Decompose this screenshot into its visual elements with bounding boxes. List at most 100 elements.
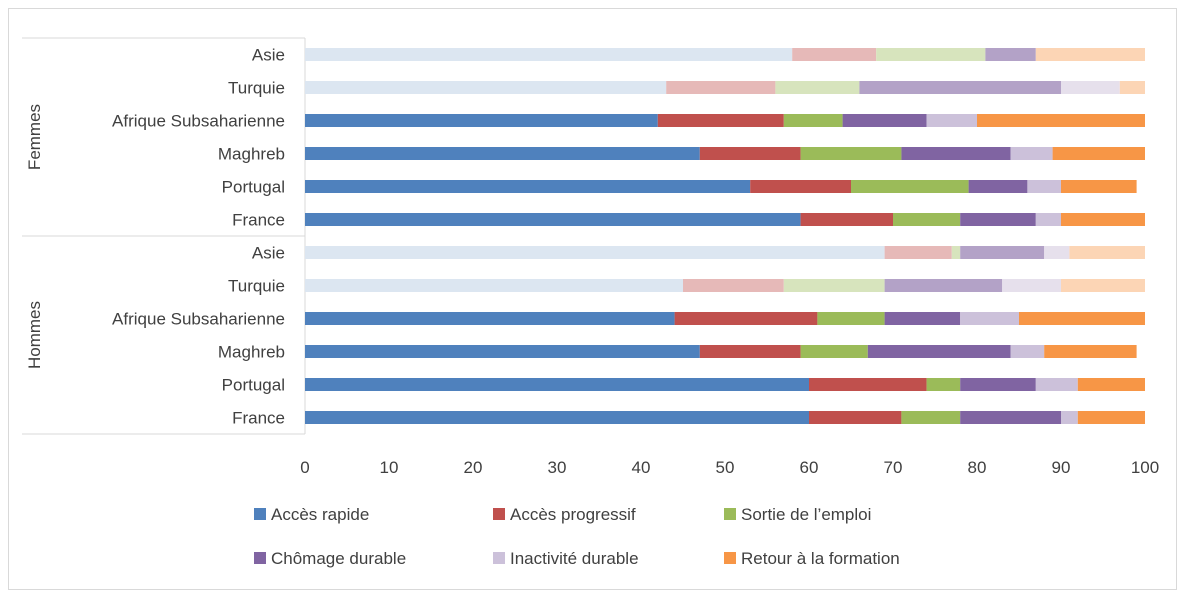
category-label-hommes-afrique-subsaharienne: Afrique Subsaharienne [112,310,285,329]
bar-femmes-afrique-subsaharienne-acces-rapide [305,114,658,127]
x-tick-label-20: 20 [464,458,483,477]
bar-hommes-france-acces-progressif [809,411,902,424]
bar-hommes-maghreb-retour-a-la-formation [1044,345,1137,358]
bar-femmes-maghreb-acces-progressif [699,147,801,160]
group-label-femmes: Femmes [25,104,44,170]
legend-label-inactivite-durable: Inactivité durable [510,549,639,568]
bar-hommes-france-sortie-de-l-emploi [901,411,961,424]
legend-swatch-inactivite-durable [493,552,505,564]
bar-femmes-asie-chomage-durable [985,48,1036,61]
bar-femmes-afrique-subsaharienne-chomage-durable [842,114,927,127]
bar-hommes-portugal-retour-a-la-formation [1077,378,1145,391]
bar-hommes-france-chomage-durable [960,411,1061,424]
bar-hommes-afrique-subsaharienne-acces-rapide [305,312,675,325]
bar-hommes-maghreb-acces-rapide [305,345,700,358]
x-tick-label-80: 80 [968,458,987,477]
bar-femmes-afrique-subsaharienne-sortie-de-l-emploi [783,114,843,127]
legend-label-acces-rapide: Accès rapide [271,505,369,524]
bar-femmes-turquie-acces-progressif [666,81,776,94]
bar-hommes-france-acces-rapide [305,411,809,424]
bar-hommes-portugal-acces-progressif [809,378,927,391]
x-tick-label-90: 90 [1052,458,1071,477]
bar-hommes-maghreb-chomage-durable [867,345,1011,358]
bar-hommes-portugal-acces-rapide [305,378,809,391]
category-label-femmes-asie: Asie [252,46,285,65]
x-tick-label-50: 50 [716,458,735,477]
bar-hommes-turquie-chomage-durable [884,279,1003,292]
bar-hommes-afrique-subsaharienne-inactivite-durable [960,312,1019,325]
bar-hommes-turquie-sortie-de-l-emploi [783,279,885,292]
legend-swatch-acces-rapide [254,508,266,520]
category-label-hommes-portugal: Portugal [222,376,285,395]
bar-femmes-afrique-subsaharienne-inactivite-durable [926,114,977,127]
bar-femmes-turquie-sortie-de-l-emploi [775,81,860,94]
legend-label-chomage-durable: Chômage durable [271,549,406,568]
group-label-hommes: Hommes [25,301,44,369]
bar-femmes-portugal-acces-rapide [305,180,751,193]
bar-hommes-maghreb-sortie-de-l-emploi [800,345,868,358]
chart-frame [8,8,1177,590]
bar-hommes-france-retour-a-la-formation [1077,411,1145,424]
legend-label-acces-progressif: Accès progressif [510,505,636,524]
bar-hommes-maghreb-inactivite-durable [1010,345,1045,358]
bar-hommes-portugal-inactivite-durable [1035,378,1078,391]
bar-femmes-maghreb-sortie-de-l-emploi [800,147,902,160]
bar-femmes-afrique-subsaharienne-retour-a-la-formation [977,114,1145,127]
legend-swatch-retour-a-la-formation [724,552,736,564]
bar-femmes-france-chomage-durable [960,213,1036,226]
bar-hommes-afrique-subsaharienne-sortie-de-l-emploi [817,312,885,325]
bar-femmes-turquie-acces-rapide [305,81,667,94]
bar-femmes-france-acces-progressif [800,213,893,226]
bar-femmes-france-sortie-de-l-emploi [893,213,961,226]
bar-femmes-portugal-chomage-durable [968,180,1028,193]
bar-femmes-maghreb-retour-a-la-formation [1052,147,1145,160]
bar-femmes-afrique-subsaharienne-acces-progressif [657,114,784,127]
category-label-hommes-turquie: Turquie [228,277,285,296]
bar-femmes-turquie-retour-a-la-formation [1119,81,1145,94]
bar-femmes-maghreb-inactivite-durable [1010,147,1053,160]
x-tick-label-30: 30 [548,458,567,477]
bar-femmes-portugal-acces-progressif [750,180,851,193]
x-tick-label-40: 40 [632,458,651,477]
bar-hommes-portugal-chomage-durable [960,378,1036,391]
bar-hommes-turquie-acces-progressif [683,279,784,292]
x-tick-label-70: 70 [884,458,903,477]
bar-hommes-portugal-sortie-de-l-emploi [926,378,961,391]
bar-femmes-asie-acces-rapide [305,48,793,61]
legend-label-retour-a-la-formation: Retour à la formation [741,549,900,568]
bar-hommes-asie-inactivite-durable [1044,246,1070,259]
bar-hommes-afrique-subsaharienne-retour-a-la-formation [1019,312,1145,325]
bar-hommes-turquie-inactivite-durable [1002,279,1061,292]
category-label-hommes-maghreb: Maghreb [218,343,285,362]
category-label-femmes-turquie: Turquie [228,79,285,98]
category-label-femmes-maghreb: Maghreb [218,145,285,164]
bar-hommes-afrique-subsaharienne-acces-progressif [674,312,818,325]
bar-hommes-afrique-subsaharienne-chomage-durable [884,312,961,325]
legend-swatch-sortie-de-l-emploi [724,508,736,520]
bar-femmes-portugal-inactivite-durable [1027,180,1061,193]
bar-femmes-france-retour-a-la-formation [1061,213,1145,226]
bar-femmes-asie-acces-progressif [792,48,877,61]
bar-hommes-asie-acces-progressif [884,246,952,259]
category-label-femmes-afrique-subsaharienne: Afrique Subsaharienne [112,112,285,131]
bar-femmes-maghreb-chomage-durable [901,147,1011,160]
bar-hommes-france-inactivite-durable [1061,411,1078,424]
bar-femmes-portugal-retour-a-la-formation [1061,180,1137,193]
bar-hommes-asie-sortie-de-l-emploi [951,246,961,259]
x-tick-label-10: 10 [380,458,399,477]
category-label-femmes-france: France [232,211,285,230]
bar-femmes-turquie-chomage-durable [859,81,1061,94]
category-label-hommes-asie: Asie [252,244,285,263]
bar-femmes-france-inactivite-durable [1035,213,1061,226]
x-tick-label-60: 60 [800,458,819,477]
bar-hommes-asie-chomage-durable [960,246,1045,259]
bar-femmes-asie-sortie-de-l-emploi [876,48,986,61]
bar-femmes-france-acces-rapide [305,213,801,226]
legend-label-sortie-de-l-emploi: Sortie de l’emploi [741,505,871,524]
bar-hommes-maghreb-acces-progressif [699,345,801,358]
bar-femmes-asie-retour-a-la-formation [1035,48,1145,61]
x-tick-label-0: 0 [300,458,309,477]
bar-femmes-turquie-inactivite-durable [1061,81,1120,94]
legend-swatch-chomage-durable [254,552,266,564]
